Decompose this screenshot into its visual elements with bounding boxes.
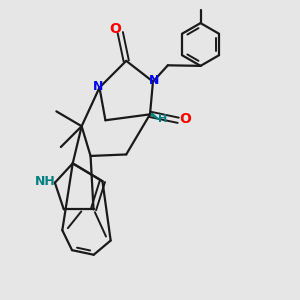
Text: O: O <box>179 112 191 126</box>
Text: O: O <box>109 22 121 36</box>
Text: H: H <box>158 114 167 124</box>
Text: N: N <box>93 80 103 93</box>
Text: N: N <box>149 74 160 87</box>
Polygon shape <box>152 113 160 120</box>
Text: NH: NH <box>35 175 56 188</box>
